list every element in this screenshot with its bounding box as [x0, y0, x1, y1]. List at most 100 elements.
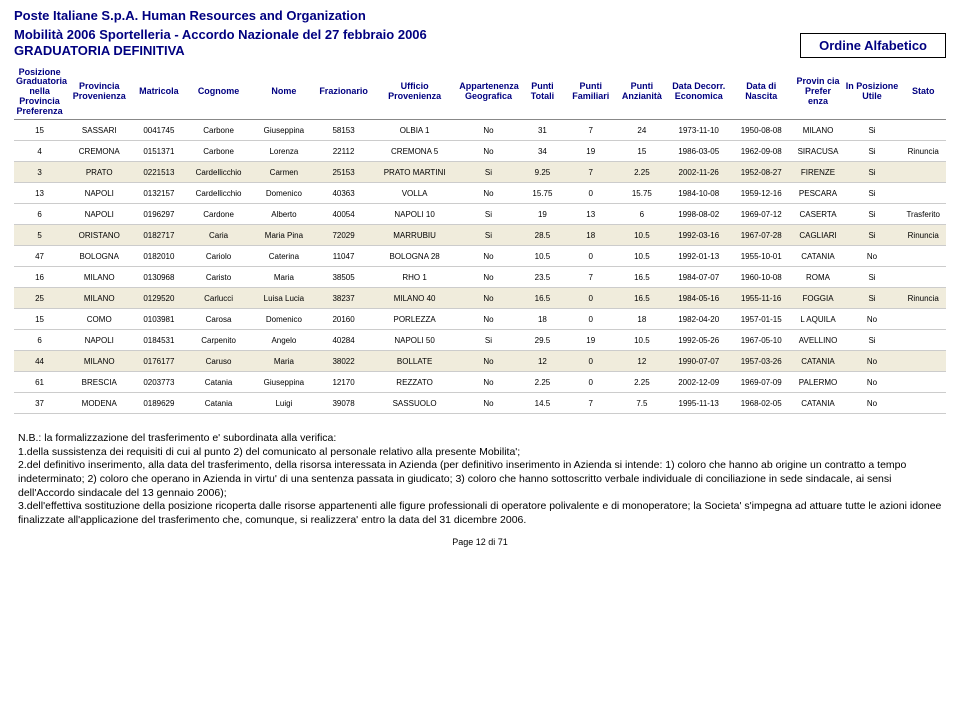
table-cell: 16 — [14, 266, 65, 287]
table-cell: 1984-10-08 — [667, 182, 730, 203]
table-cell: 1969-07-09 — [730, 371, 793, 392]
table-cell: Si — [457, 329, 520, 350]
table-cell: Si — [844, 140, 901, 161]
table-row: 15COMO0103981CarosaDomenico20160PORLEZZA… — [14, 308, 946, 329]
table-cell: 0196297 — [133, 203, 184, 224]
table-row: 13NAPOLI0132157CardellicchioDomenico4036… — [14, 182, 946, 203]
table-cell: 39078 — [315, 392, 372, 413]
table-cell: 13 — [565, 203, 616, 224]
table-cell: 47 — [14, 245, 65, 266]
table-cell: 0 — [565, 371, 616, 392]
table-cell: 1962-09-08 — [730, 140, 793, 161]
table-cell: 9.25 — [520, 161, 565, 182]
table-cell: 0176177 — [133, 350, 184, 371]
table-cell: 38505 — [315, 266, 372, 287]
table-cell: 1992-03-16 — [667, 224, 730, 245]
table-cell: BRESCIA — [65, 371, 133, 392]
table-header-row: Posizione Graduatoria nella Provincia Pr… — [14, 66, 946, 120]
table-cell: 6 — [14, 329, 65, 350]
table-cell: L AQUILA — [792, 308, 843, 329]
table-cell: Rinuncia — [900, 287, 946, 308]
table-cell: 0041745 — [133, 119, 184, 140]
table-cell: 0182717 — [133, 224, 184, 245]
table-cell: 2002-11-26 — [667, 161, 730, 182]
table-cell — [900, 392, 946, 413]
table-cell: 11047 — [315, 245, 372, 266]
table-cell: 1984-05-16 — [667, 287, 730, 308]
table-cell: 1968-02-05 — [730, 392, 793, 413]
table-cell: Catania — [184, 371, 252, 392]
footer-p1: 1.della sussistenza dei requisiti di cui… — [18, 446, 942, 460]
table-row: 37MODENA0189629CataniaLuigi39078SASSUOLO… — [14, 392, 946, 413]
table-cell: 12170 — [315, 371, 372, 392]
doc-title-line1: Mobilità 2006 Sportelleria - Accordo Naz… — [14, 27, 427, 43]
table-cell: 15 — [14, 308, 65, 329]
table-cell: 1992-01-13 — [667, 245, 730, 266]
table-cell: 10.5 — [520, 245, 565, 266]
table-cell: 7 — [565, 119, 616, 140]
table-cell: 7 — [565, 266, 616, 287]
col-header-10: Punti Anzianità — [616, 66, 667, 120]
table-cell: Maria — [253, 350, 316, 371]
table-cell: 40363 — [315, 182, 372, 203]
table-cell: 0103981 — [133, 308, 184, 329]
table-cell: 6 — [14, 203, 65, 224]
table-cell: 24 — [616, 119, 667, 140]
table-cell: No — [457, 182, 520, 203]
col-header-2: Matricola — [133, 66, 184, 120]
table-cell: No — [844, 350, 901, 371]
col-header-8: Punti Totali — [520, 66, 565, 120]
table-cell: Angelo — [253, 329, 316, 350]
col-header-1: Provincia Provenienza — [65, 66, 133, 120]
table-cell: No — [457, 287, 520, 308]
table-cell: CATANIA — [792, 392, 843, 413]
table-cell: 16.5 — [616, 287, 667, 308]
order-box: Ordine Alfabetico — [800, 33, 946, 58]
table-cell: 1955-10-01 — [730, 245, 793, 266]
table-cell: CATANIA — [792, 245, 843, 266]
table-cell: Si — [844, 182, 901, 203]
table-row: 6NAPOLI0196297CardoneAlberto40054NAPOLI … — [14, 203, 946, 224]
col-header-9: Punti Familiari — [565, 66, 616, 120]
table-row: 47BOLOGNA0182010CarioloCaterina11047BOLO… — [14, 245, 946, 266]
table-cell: 10.5 — [616, 224, 667, 245]
table-cell: Carlucci — [184, 287, 252, 308]
table-cell: 40054 — [315, 203, 372, 224]
table-cell: Carbone — [184, 140, 252, 161]
table-cell: Carosa — [184, 308, 252, 329]
table-cell: No — [844, 392, 901, 413]
table-cell: 1986-03-05 — [667, 140, 730, 161]
table-cell: 15 — [14, 119, 65, 140]
table-cell: 1995-11-13 — [667, 392, 730, 413]
table-row: 61BRESCIA0203773CataniaGiuseppina12170RE… — [14, 371, 946, 392]
table-cell — [900, 371, 946, 392]
col-header-6: Ufficio Provenienza — [372, 66, 457, 120]
table-cell: Cardellicchio — [184, 182, 252, 203]
table-cell: MILANO — [792, 119, 843, 140]
table-cell: 13 — [14, 182, 65, 203]
table-cell: ORISTANO — [65, 224, 133, 245]
table-cell: Caristo — [184, 266, 252, 287]
table-cell: Cardellicchio — [184, 161, 252, 182]
table-cell: 16.5 — [616, 266, 667, 287]
table-row: 16MILANO0130968CaristoMaria38505RHO 1No2… — [14, 266, 946, 287]
table-cell: 0129520 — [133, 287, 184, 308]
table-cell: 1973-11-10 — [667, 119, 730, 140]
table-cell: FOGGIA — [792, 287, 843, 308]
table-row: 25MILANO0129520CarlucciLuisa Lucia38237M… — [14, 287, 946, 308]
table-cell: NAPOLI — [65, 203, 133, 224]
table-cell: CAGLIARI — [792, 224, 843, 245]
table-cell: 18 — [520, 308, 565, 329]
table-cell: Si — [457, 224, 520, 245]
table-cell: 5 — [14, 224, 65, 245]
table-row: 15SASSARI0041745CarboneGiuseppina58153OL… — [14, 119, 946, 140]
table-cell: 18 — [616, 308, 667, 329]
table-cell: 18 — [565, 224, 616, 245]
col-header-3: Cognome — [184, 66, 252, 120]
table-cell: Si — [844, 161, 901, 182]
table-cell: Si — [844, 203, 901, 224]
table-cell: COMO — [65, 308, 133, 329]
table-cell: PESCARA — [792, 182, 843, 203]
table-cell: Luigi — [253, 392, 316, 413]
table-cell: No — [457, 392, 520, 413]
